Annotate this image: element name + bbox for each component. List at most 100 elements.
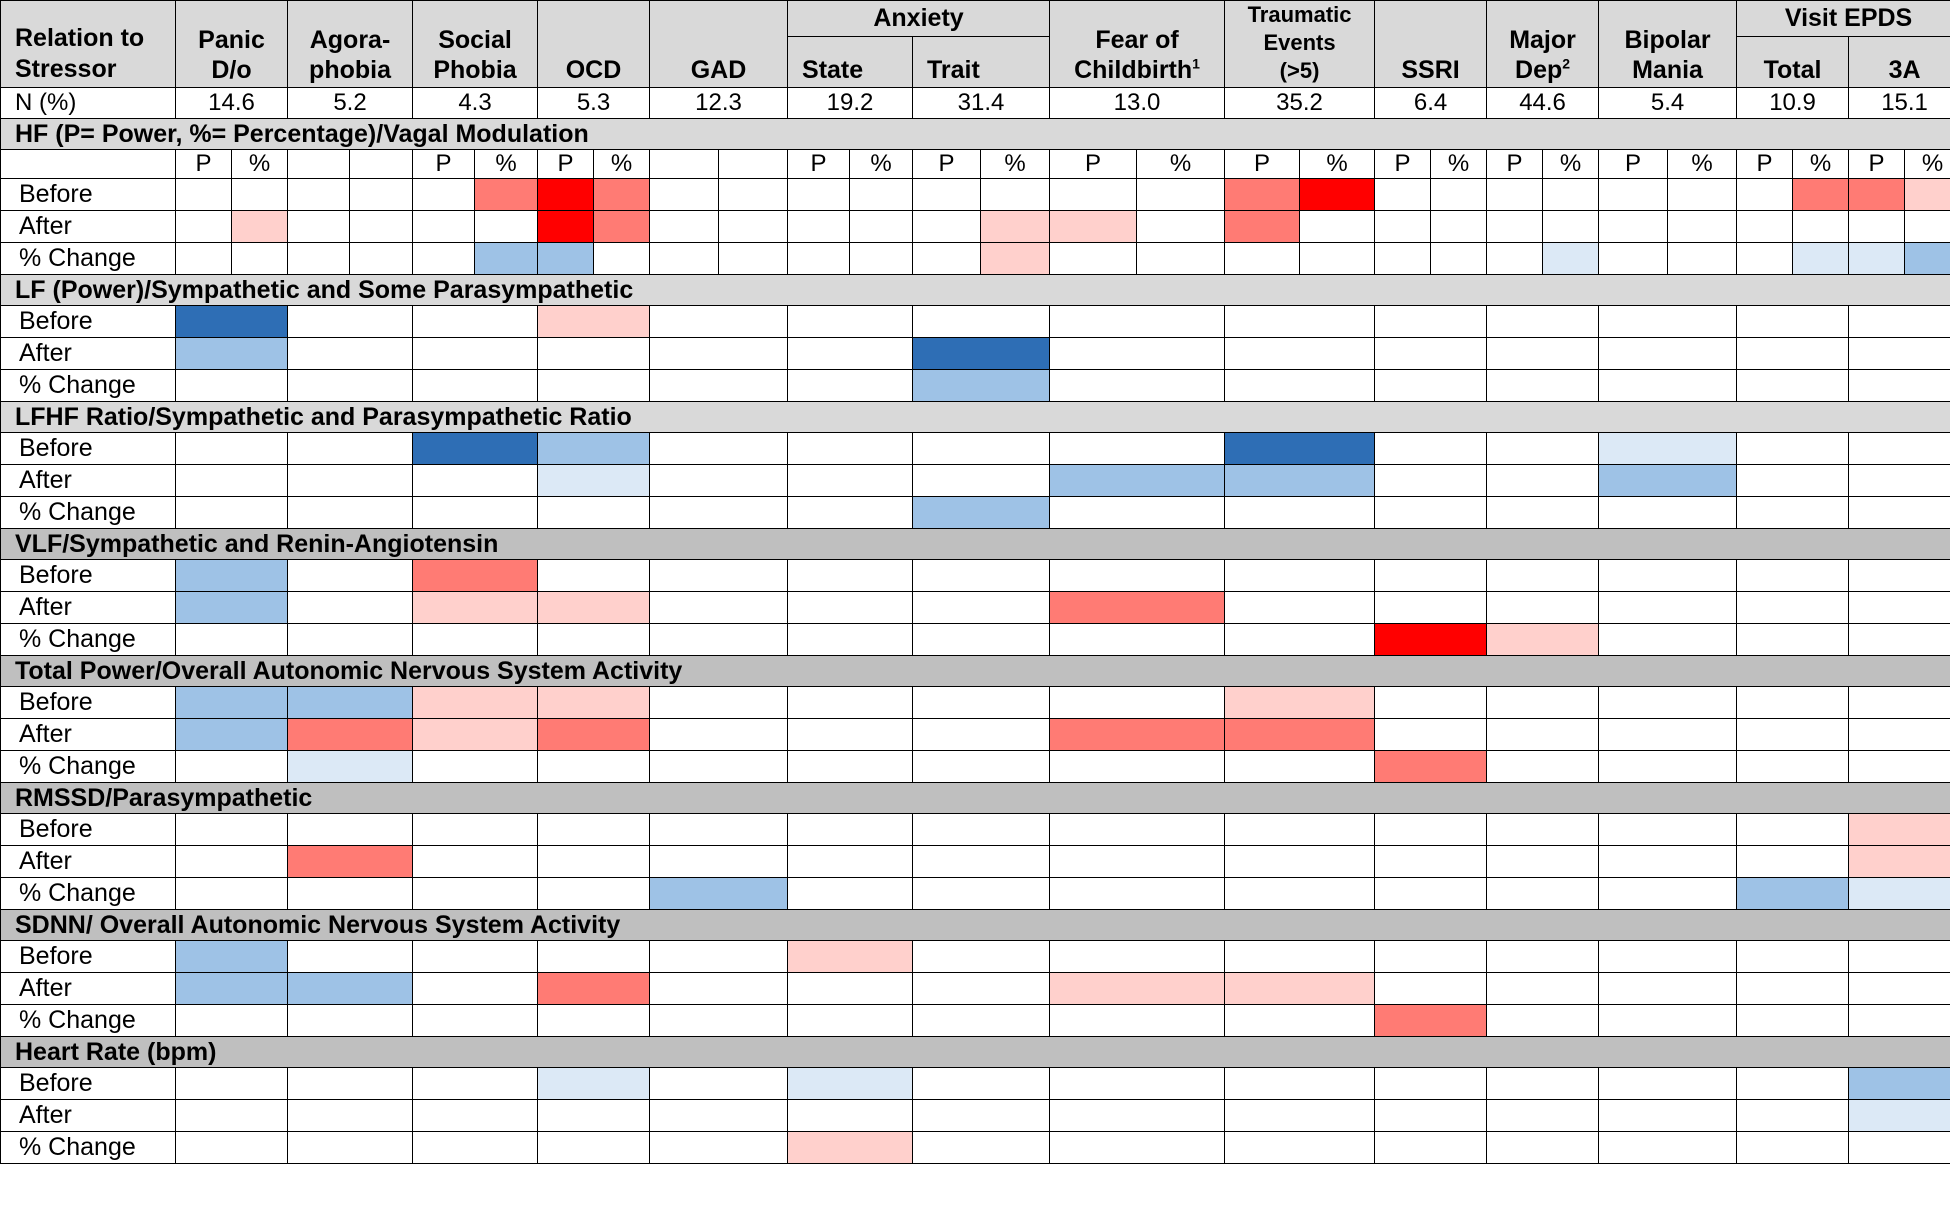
heat-cell <box>1736 1099 1850 1132</box>
heat-cell <box>1486 559 1600 592</box>
heat-cell <box>1598 750 1738 783</box>
measure-row: Before <box>0 686 1950 719</box>
heat-cell <box>1598 972 1738 1005</box>
heat-cell <box>912 686 1051 719</box>
heat-cell <box>1486 877 1600 910</box>
heat-cell <box>1224 305 1376 338</box>
section-header-row: SDNN/ Overall Autonomic Nervous System A… <box>0 909 1950 941</box>
heat-cell <box>593 242 651 275</box>
heat-cell <box>537 305 651 338</box>
heat-cell <box>1848 559 1950 592</box>
heat-cell <box>1374 1067 1488 1100</box>
heat-cell <box>1848 496 1950 529</box>
heat-cell <box>1736 686 1850 719</box>
heat-cell <box>1736 369 1850 402</box>
measure-row: Before <box>0 432 1950 465</box>
header-gad: GAD <box>649 0 789 88</box>
heat-cell <box>287 845 414 878</box>
heat-cell <box>1848 813 1950 846</box>
section-header-row: LF (Power)/Sympathetic and Some Parasymp… <box>0 274 1950 306</box>
heat-cell <box>1374 1099 1488 1132</box>
subheader-cell <box>649 149 720 179</box>
heat-cell <box>1049 1067 1226 1100</box>
subheader-cell: % <box>849 149 914 179</box>
section-title: RMSSD/Parasympathetic <box>0 782 1950 814</box>
heat-cell <box>649 1004 789 1037</box>
heat-cell <box>593 178 651 211</box>
heat-cell <box>912 1131 1051 1164</box>
heat-cell <box>1374 686 1488 719</box>
row-label: After <box>0 718 176 751</box>
heat-cell <box>849 210 914 243</box>
heat-cell <box>649 369 789 402</box>
subheader-cell: % <box>1542 149 1600 179</box>
heat-cell <box>1049 178 1138 211</box>
heat-cell <box>230 210 289 243</box>
heat-cell <box>287 877 414 910</box>
heat-cell <box>287 305 414 338</box>
heat-cell <box>1049 1099 1226 1132</box>
heat-cell <box>649 432 789 465</box>
heat-cell <box>1049 877 1226 910</box>
heat-cell <box>1136 210 1226 243</box>
heat-cell <box>174 940 289 973</box>
heat-cell <box>1848 305 1950 338</box>
heat-cell <box>1374 369 1488 402</box>
heat-cell <box>412 464 539 497</box>
heat-cell <box>1224 718 1376 751</box>
heat-cell <box>1374 337 1488 370</box>
power-percent-subheader-row: P% P% P% P% P% P% P% P% P% P% P% P% <box>0 149 1950 179</box>
heat-cell <box>1542 178 1600 211</box>
header-ocd: OCD <box>537 0 651 88</box>
heat-cell <box>1792 178 1850 211</box>
heat-cell <box>912 337 1051 370</box>
heat-cell <box>1486 1099 1600 1132</box>
heat-cell <box>912 845 1051 878</box>
heat-cell <box>649 178 720 211</box>
heat-cell <box>1736 559 1850 592</box>
heat-cell <box>287 496 414 529</box>
heat-cell <box>1736 1004 1850 1037</box>
heat-cell <box>537 496 651 529</box>
heat-cell <box>349 242 414 275</box>
heat-cell <box>1736 432 1850 465</box>
heat-cell <box>912 210 982 243</box>
heat-cell <box>287 1004 414 1037</box>
subheader-cell: P <box>537 149 595 179</box>
n-percent-value: 44.6 <box>1486 87 1600 119</box>
heat-cell <box>1374 496 1488 529</box>
heat-cell <box>412 750 539 783</box>
heat-cell <box>287 623 414 656</box>
measure-row: % Change <box>0 1004 1950 1037</box>
heat-cell <box>1598 559 1738 592</box>
heat-cell <box>649 813 789 846</box>
heat-cell <box>649 718 789 751</box>
heat-cell <box>787 432 914 465</box>
subheader-cell: P <box>1486 149 1544 179</box>
heat-cell <box>1049 559 1226 592</box>
heat-cell <box>1374 623 1488 656</box>
row-label: Before <box>0 686 176 719</box>
heat-cell <box>912 877 1051 910</box>
subheader-cell: P <box>912 149 982 179</box>
heat-cell <box>1374 210 1432 243</box>
heat-cell <box>287 559 414 592</box>
heat-cell <box>912 813 1051 846</box>
heat-cell <box>1848 337 1950 370</box>
heat-cell <box>474 178 539 211</box>
heat-cell <box>912 972 1051 1005</box>
section-title: HF (P= Power, %= Percentage)/Vagal Modul… <box>0 118 1950 150</box>
heat-cell <box>1904 242 1950 275</box>
heat-cell <box>174 432 289 465</box>
heat-cell <box>649 559 789 592</box>
header-traumatic-events: Traumatic Events (>5) <box>1224 0 1376 88</box>
heat-cell <box>980 178 1051 211</box>
heat-cell <box>1430 242 1488 275</box>
heat-cell <box>1486 845 1600 878</box>
heat-cell <box>1848 623 1950 656</box>
heat-cell <box>1486 1131 1600 1164</box>
heat-cell <box>718 242 789 275</box>
row-label: % Change <box>0 369 176 402</box>
heat-cell <box>1049 845 1226 878</box>
heat-cell <box>174 845 289 878</box>
